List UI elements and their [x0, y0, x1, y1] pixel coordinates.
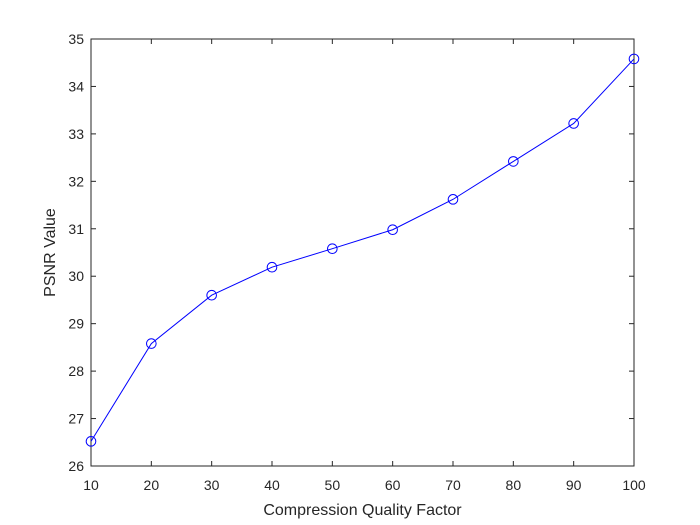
x-tick-label: 10	[83, 477, 99, 493]
x-axis-label: Compression Quality Factor	[263, 502, 462, 519]
data-point-marker	[447, 194, 459, 205]
y-tick-label: 26	[68, 458, 84, 474]
y-tick-label: 35	[68, 31, 84, 47]
series-markers	[85, 53, 640, 447]
data-point-marker	[568, 118, 579, 129]
y-tick-label: 27	[68, 411, 84, 427]
plot-area	[91, 39, 634, 466]
x-tick-label: 90	[566, 477, 582, 493]
tick-labels: 10 20 30 40 50 60 70 80 90 100 26 27 28 29 30 31 32 33 34 3…	[68, 31, 645, 493]
data-point-marker	[146, 338, 157, 349]
data-point-marker	[628, 53, 640, 65]
y-tick-label: 34	[68, 78, 84, 94]
y-tick-label: 31	[68, 221, 84, 237]
y-axis-label: PSNR Value	[42, 208, 59, 297]
data-point-marker	[206, 289, 217, 301]
y-tick-label: 33	[68, 126, 84, 142]
y-tick-label: 30	[68, 268, 84, 284]
data-point-marker	[85, 436, 97, 447]
y-tick-label: 29	[68, 316, 84, 332]
data-point-marker	[508, 156, 519, 167]
data-point-marker	[327, 243, 338, 255]
y-tick-label: 32	[68, 173, 84, 189]
series-line	[90, 58, 635, 442]
x-tick-label: 70	[445, 477, 461, 493]
data-point-marker	[266, 261, 278, 273]
x-tick-label: 20	[144, 477, 160, 493]
x-tick-label: 80	[506, 477, 522, 493]
x-tick-label: 40	[264, 477, 280, 493]
axes-box	[90, 38, 635, 467]
x-tick-label: 100	[622, 477, 646, 493]
x-tick-label: 60	[385, 477, 401, 493]
data-point-marker	[387, 224, 398, 236]
x-tick-label: 50	[325, 477, 341, 493]
y-tick-label: 28	[68, 363, 84, 379]
x-tick-label: 30	[204, 477, 220, 493]
